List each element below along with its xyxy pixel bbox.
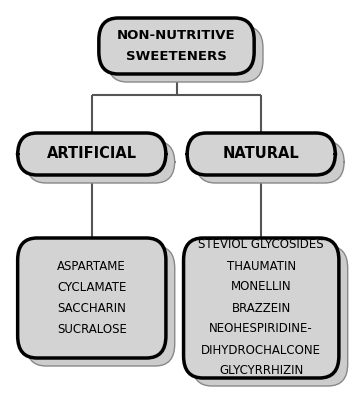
FancyBboxPatch shape bbox=[26, 141, 175, 183]
FancyBboxPatch shape bbox=[187, 133, 335, 175]
Text: ASPARTAME
CYCLAMATE
SACCHARIN
SUCRALOSE: ASPARTAME CYCLAMATE SACCHARIN SUCRALOSE bbox=[57, 260, 127, 336]
FancyBboxPatch shape bbox=[18, 238, 166, 358]
Text: ARTIFICIAL: ARTIFICIAL bbox=[47, 146, 137, 162]
FancyBboxPatch shape bbox=[184, 238, 339, 378]
FancyBboxPatch shape bbox=[99, 18, 254, 74]
Text: NATURAL: NATURAL bbox=[223, 146, 300, 162]
FancyBboxPatch shape bbox=[18, 133, 166, 175]
FancyBboxPatch shape bbox=[26, 246, 175, 366]
FancyBboxPatch shape bbox=[192, 246, 348, 386]
FancyBboxPatch shape bbox=[196, 141, 344, 183]
FancyBboxPatch shape bbox=[108, 26, 263, 82]
Text: NON-NUTRITIVE
SWEETENERS: NON-NUTRITIVE SWEETENERS bbox=[117, 29, 236, 63]
Text: STEVIOL GLYCOSIDES
THAUMATIN
MONELLIN
BRAZZEIN
NEOHESPIRIDINE-
DIHYDROCHALCONE
G: STEVIOL GLYCOSIDES THAUMATIN MONELLIN BR… bbox=[198, 238, 324, 378]
